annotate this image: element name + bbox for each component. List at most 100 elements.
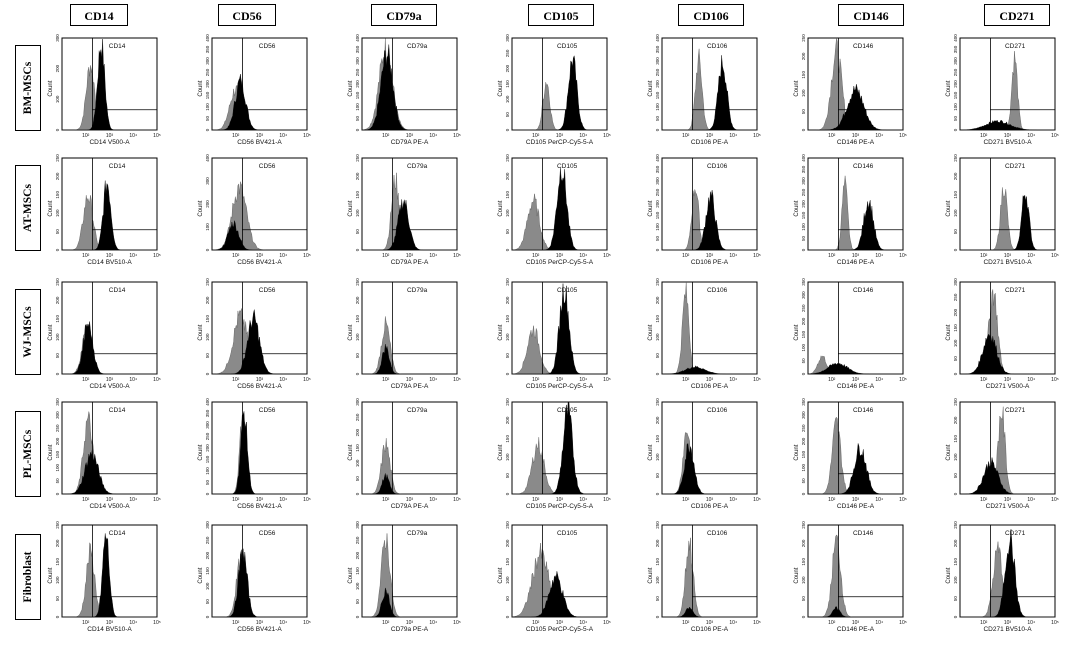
y-tick-label: 50 xyxy=(205,116,210,122)
stained-histogram xyxy=(808,443,903,495)
stained-histogram xyxy=(212,220,307,251)
y-tick-label: 150 xyxy=(505,80,510,88)
panel-frame xyxy=(361,401,458,495)
y-tick-label: 250 xyxy=(505,521,510,529)
y-tick-label: 250 xyxy=(505,398,510,406)
stained-histogram xyxy=(362,199,457,251)
y-tick-label: 50 xyxy=(505,473,510,479)
y-tick-label: 300 xyxy=(953,278,958,286)
y-tick-label: 350 xyxy=(55,398,60,406)
panel-fibroblast-cd14: CD14 0 50 100 150 200 250 Count 10² 10³ 10⁴ 10⁵ CD14… xyxy=(48,521,161,633)
x-axis-label: CD146 PE-A xyxy=(837,503,875,510)
x-tick-label: 10⁴ xyxy=(429,620,437,626)
y-tick-label: 200 xyxy=(55,64,60,72)
x-axis-label: CD146 PE-A xyxy=(837,139,875,146)
x-tick-label: 10² xyxy=(232,497,240,503)
x-tick-label: 10² xyxy=(532,133,540,139)
y-tick-label: 100 xyxy=(505,576,510,584)
panel-at-mscs-cd106: CD106 0 50 100 150 200 250 300 350 400 Count 10² 10³… xyxy=(648,154,761,266)
x-tick-label: 10⁴ xyxy=(875,253,883,259)
y-tick-label: 100 xyxy=(505,95,510,103)
y-tick-label: 100 xyxy=(55,95,60,103)
y-tick-label: 400 xyxy=(655,154,660,162)
y-tick-label: 200 xyxy=(505,296,510,304)
gate-label: CD56 xyxy=(259,407,276,414)
x-tick-label: 10³ xyxy=(1004,253,1012,259)
stained-histogram xyxy=(512,168,607,251)
y-tick-label: 0 xyxy=(55,128,60,131)
y-tick-label: 0 xyxy=(953,248,958,251)
y-tick-label: 100 xyxy=(205,333,210,341)
x-axis-label: CD146 PE-A xyxy=(837,259,875,266)
stained-histogram xyxy=(662,55,757,131)
y-tick-label: 0 xyxy=(655,615,660,618)
stained-histogram xyxy=(212,411,307,495)
gate-label: CD14 xyxy=(109,163,126,170)
y-tick-label: 150 xyxy=(953,91,958,99)
y-tick-label: 250 xyxy=(505,278,510,286)
y-tick-label: 300 xyxy=(355,57,360,65)
x-tick-label: 10³ xyxy=(556,253,564,259)
y-tick-label: 50 xyxy=(953,473,958,479)
x-tick-label: 10⁵ xyxy=(753,620,761,626)
x-tick-label: 10³ xyxy=(256,377,264,383)
y-tick-label: 200 xyxy=(205,296,210,304)
stained-histogram xyxy=(62,533,157,618)
stained-histogram xyxy=(959,119,1055,131)
y-tick-label: 250 xyxy=(801,521,806,529)
x-tick-label: 10⁴ xyxy=(129,620,137,626)
y-tick-label: 400 xyxy=(953,34,958,42)
y-axis-label: Count xyxy=(946,444,952,460)
stained-histogram xyxy=(662,365,757,375)
panel-frame xyxy=(361,281,458,375)
panel-wj-mscs-cd146: CD146 0 50 100 150 200 250 300 350 Count 10² 10³ 10⁴… xyxy=(794,278,907,390)
panel-pl-mscs-cd146: CD146 0 50 100 150 200 250 300 350 Count 10² 10³ 10⁴… xyxy=(794,398,907,510)
y-tick-label: 150 xyxy=(55,450,60,458)
y-tick-label: 400 xyxy=(355,34,360,42)
gate-label: CD56 xyxy=(259,43,276,50)
row-header-pl-mscs: PL-MSCs xyxy=(15,411,41,497)
y-axis-label: Count xyxy=(48,324,54,340)
y-tick-label: 50 xyxy=(355,229,360,235)
y-tick-label: 300 xyxy=(205,521,210,529)
y-tick-label: 50 xyxy=(355,599,360,605)
y-axis-label: Count xyxy=(498,567,504,583)
x-axis-label: CD271 BV510-A xyxy=(983,259,1032,266)
stained-histogram xyxy=(362,473,457,495)
stained-histogram xyxy=(62,39,157,131)
y-tick-label: 100 xyxy=(55,463,60,471)
panel-frame xyxy=(211,157,308,251)
y-axis-label: Count xyxy=(648,444,654,460)
gate-label: CD105 xyxy=(557,43,578,50)
y-tick-label: 200 xyxy=(953,172,958,180)
y-tick-label: 100 xyxy=(355,582,360,590)
panel-frame xyxy=(211,401,308,495)
stained-histogram xyxy=(662,190,757,251)
y-axis-label: Count xyxy=(198,80,204,96)
panel-frame xyxy=(807,157,904,251)
y-tick-label: 350 xyxy=(953,45,958,53)
panel-frame xyxy=(211,524,308,618)
stained-histogram xyxy=(807,362,903,375)
y-tick-label: 50 xyxy=(801,358,806,364)
y-tick-label: 150 xyxy=(953,191,958,199)
y-tick-label: 300 xyxy=(55,411,60,419)
gate-label: CD271 xyxy=(1005,43,1026,50)
x-tick-label: 10² xyxy=(828,253,836,259)
x-tick-label: 10³ xyxy=(706,620,714,626)
y-tick-label: 200 xyxy=(205,551,210,559)
y-tick-label: 150 xyxy=(953,435,958,443)
gate-label: CD79a xyxy=(407,407,428,414)
y-tick-label: 250 xyxy=(801,424,806,432)
x-tick-label: 10⁴ xyxy=(729,620,737,626)
x-axis-label: CD56 BV421-A xyxy=(237,259,282,266)
stained-histogram xyxy=(362,44,457,131)
y-tick-label: 50 xyxy=(801,236,806,242)
x-tick-label: 10⁴ xyxy=(129,497,137,503)
y-tick-label: 0 xyxy=(205,615,210,618)
x-tick-label: 10² xyxy=(682,377,690,383)
gate-label: CD56 xyxy=(259,287,276,294)
x-axis-label: CD56 BV421-A xyxy=(237,139,282,146)
y-tick-label: 0 xyxy=(505,248,510,251)
y-tick-label: 200 xyxy=(953,308,958,316)
